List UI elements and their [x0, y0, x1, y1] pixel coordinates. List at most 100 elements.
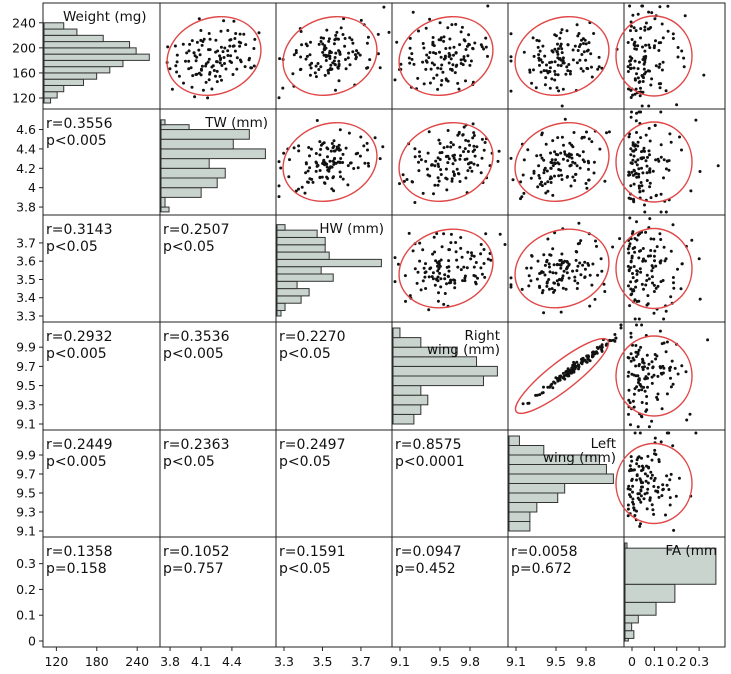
scatter-point: [626, 507, 630, 511]
scatter-point: [436, 176, 440, 180]
scatter-point: [578, 58, 582, 62]
scatter-point: [472, 134, 476, 137]
scatter-point: [605, 131, 608, 135]
scatter-point: [639, 494, 643, 498]
scatter-point: [436, 156, 440, 160]
scatter-point: [541, 391, 545, 395]
scatter-point: [575, 164, 579, 168]
scatter-point: [540, 156, 544, 160]
scatter-point: [553, 381, 557, 385]
scatter-point: [650, 419, 654, 423]
scatter-point: [581, 356, 585, 360]
scatter-point: [431, 271, 435, 275]
scatter-point: [629, 280, 633, 284]
scatter-point: [278, 57, 282, 61]
y-tick-label: 9.9: [16, 448, 36, 463]
scatter-point: [452, 53, 455, 57]
correlation-r-label: r=0.2363: [163, 437, 229, 453]
scatter-point: [697, 257, 701, 261]
scatter-point: [564, 72, 568, 76]
histogram-bar: [624, 622, 633, 632]
scatter-point: [578, 154, 582, 158]
scatter-point: [554, 376, 558, 380]
scatter-point: [215, 60, 218, 64]
scatter-point: [667, 168, 671, 172]
scatter-point: [219, 29, 223, 33]
scatter-point: [638, 477, 642, 481]
scatter-point: [509, 276, 513, 280]
scatter-point: [321, 42, 325, 46]
scatter-point: [637, 175, 641, 179]
scatter-point: [648, 217, 652, 221]
scatter-point: [641, 80, 645, 83]
scatter-point: [584, 58, 588, 62]
scatter-point: [192, 51, 196, 55]
scatter-point: [638, 232, 642, 236]
scatter-point: [348, 63, 352, 67]
scatter-point: [646, 474, 650, 478]
scatter-point: [572, 131, 576, 134]
scatter-point: [443, 56, 447, 60]
scatter-point: [578, 261, 582, 265]
histogram-bar: [276, 258, 382, 268]
scatter-point: [646, 385, 649, 389]
scatter-point: [543, 166, 547, 170]
scatter-point: [660, 372, 664, 376]
scatter-point: [229, 54, 233, 58]
scatter-point: [190, 39, 194, 43]
scatter-point: [430, 61, 434, 65]
scatter-point: [277, 184, 281, 188]
scatter-point: [626, 247, 630, 251]
scatter-point: [482, 248, 486, 251]
scatter-point: [309, 66, 313, 70]
scatter-point: [631, 93, 635, 97]
scatter-point: [611, 245, 615, 249]
scatter-point: [373, 136, 377, 140]
variable-label: Weight (mg): [63, 9, 147, 25]
scatter-point: [647, 43, 651, 47]
scatter-point: [559, 168, 562, 172]
scatter-point: [543, 54, 547, 58]
scatter-point: [473, 41, 477, 45]
scatter-point: [378, 157, 382, 161]
scatter-point: [347, 131, 351, 135]
scatter-point: [215, 80, 219, 84]
correlation-p-label: p<0.05: [163, 454, 215, 470]
histogram-bar: [508, 435, 520, 446]
scatter-point: [573, 179, 577, 182]
confidence-ellipse: [514, 228, 610, 309]
scatter-point: [281, 86, 285, 90]
scatter-point: [629, 455, 633, 459]
scatter-point: [545, 284, 549, 288]
scatter-point: [509, 285, 513, 289]
scatter-point: [543, 273, 547, 277]
scatter-point: [627, 244, 631, 248]
scatter-point: [219, 45, 223, 49]
scatter-point: [578, 241, 582, 245]
scatter-point: [643, 203, 646, 207]
scatter-point: [408, 46, 412, 50]
scatter-point: [643, 492, 647, 496]
scatter-point: [671, 382, 675, 386]
scatter-point: [626, 514, 630, 518]
scatter-point: [538, 63, 541, 67]
scatter-point: [630, 110, 633, 114]
scatter-point: [453, 281, 457, 285]
scatter-point: [338, 170, 342, 174]
scatter-point: [536, 185, 540, 189]
scatter-point: [641, 468, 645, 472]
scatter-point: [450, 179, 454, 183]
scatter-point: [456, 265, 460, 269]
scatter-point: [457, 172, 461, 176]
scatter-point: [551, 271, 555, 275]
scatter-point: [640, 104, 644, 108]
scatter-point: [556, 63, 560, 67]
scatter-point: [635, 300, 639, 303]
scatter-point: [446, 161, 450, 165]
scatter-point: [331, 176, 335, 180]
scatter-point: [627, 135, 631, 139]
scatter-point: [613, 339, 617, 343]
correlation-p-label: p<0.005: [46, 133, 107, 149]
scatter-point: [648, 46, 652, 50]
scatter-point: [509, 55, 513, 59]
